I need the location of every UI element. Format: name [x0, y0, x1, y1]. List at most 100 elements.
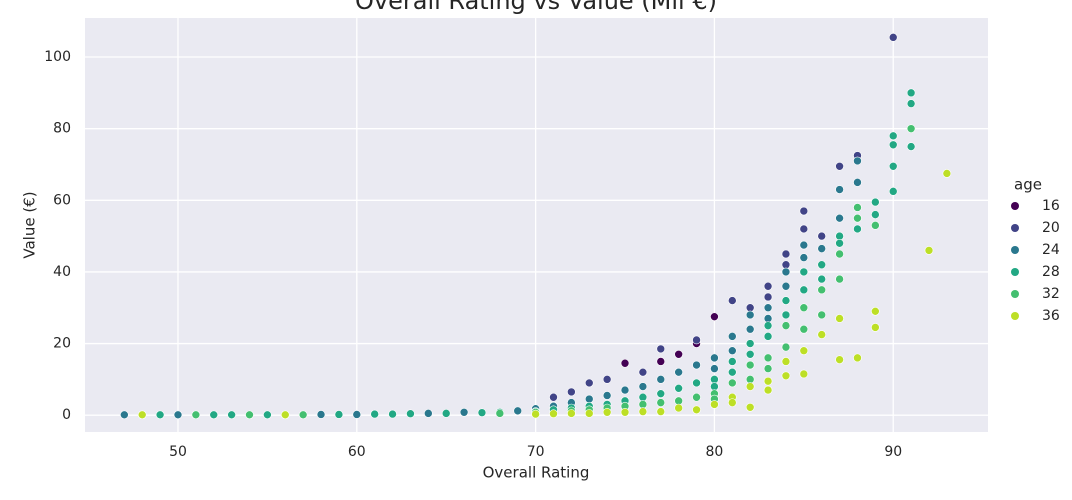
point	[799, 240, 809, 250]
point	[799, 206, 809, 216]
point	[424, 409, 433, 418]
point	[942, 169, 952, 178]
point	[906, 88, 916, 98]
point	[799, 224, 809, 234]
legend-title: age	[1014, 176, 1042, 194]
point	[513, 406, 523, 416]
point	[835, 238, 844, 248]
point	[745, 339, 755, 348]
legend-label: 20	[1042, 220, 1060, 236]
legend-marker	[1011, 268, 1019, 276]
point	[495, 409, 505, 418]
point	[263, 410, 272, 420]
point	[781, 296, 791, 305]
x-axis-label: Overall Rating	[483, 464, 590, 482]
point	[853, 353, 862, 363]
point	[173, 410, 183, 420]
point	[853, 213, 862, 223]
point	[763, 364, 773, 373]
point	[549, 409, 558, 419]
point	[656, 389, 666, 398]
point	[638, 407, 648, 416]
point	[799, 369, 809, 379]
point	[763, 303, 773, 313]
point	[871, 197, 880, 207]
point	[298, 410, 308, 420]
point	[388, 409, 397, 419]
chart-title: Overall Rating vs Value (Mil €)	[355, 0, 717, 15]
point	[459, 408, 469, 417]
point	[781, 357, 791, 366]
point	[835, 161, 844, 171]
point	[871, 323, 880, 332]
point	[334, 410, 344, 419]
point	[745, 382, 755, 391]
point	[316, 410, 326, 419]
point	[781, 310, 791, 320]
point	[835, 231, 844, 241]
point	[745, 349, 755, 359]
point	[620, 358, 630, 368]
point	[799, 303, 809, 313]
legend-marker	[1011, 290, 1019, 298]
y-tick-label: 20	[53, 336, 71, 352]
point	[727, 378, 737, 388]
point	[656, 407, 666, 416]
point	[745, 303, 755, 313]
point	[781, 260, 791, 270]
point	[531, 409, 540, 419]
point	[835, 314, 844, 323]
legend-label: 24	[1042, 242, 1060, 258]
point	[799, 267, 809, 277]
point	[763, 321, 773, 330]
point	[817, 285, 827, 295]
point	[584, 378, 594, 388]
point	[727, 367, 737, 377]
point	[674, 384, 683, 393]
point	[477, 408, 487, 417]
point	[888, 33, 898, 42]
legend-label: 36	[1042, 308, 1060, 324]
point	[871, 307, 880, 316]
point	[227, 410, 236, 420]
point	[710, 353, 719, 363]
point	[727, 357, 737, 366]
point	[602, 391, 612, 400]
point	[638, 382, 648, 391]
point	[727, 346, 737, 356]
point	[692, 405, 701, 415]
point	[906, 124, 916, 133]
x-tick-label: 50	[169, 444, 187, 460]
point	[620, 385, 630, 395]
point	[853, 156, 862, 166]
point	[906, 99, 916, 108]
point	[799, 324, 809, 334]
point	[567, 387, 576, 397]
point	[692, 392, 701, 402]
point	[745, 402, 755, 412]
legend-label: 16	[1042, 198, 1060, 214]
point	[710, 375, 719, 384]
point	[656, 357, 666, 366]
point	[567, 409, 576, 418]
point	[656, 344, 666, 354]
point	[674, 403, 683, 413]
point	[853, 178, 862, 187]
point	[835, 185, 844, 194]
point	[835, 249, 844, 259]
legend-marker	[1011, 224, 1019, 232]
point	[888, 131, 898, 141]
point	[674, 367, 683, 377]
point	[745, 375, 755, 384]
point	[817, 274, 827, 284]
legend-label: 28	[1042, 264, 1060, 280]
point	[710, 312, 719, 321]
point	[871, 210, 880, 219]
point	[763, 281, 773, 291]
point	[602, 375, 612, 384]
point	[924, 246, 934, 255]
point	[745, 360, 755, 370]
point	[674, 396, 683, 406]
point	[584, 394, 594, 404]
